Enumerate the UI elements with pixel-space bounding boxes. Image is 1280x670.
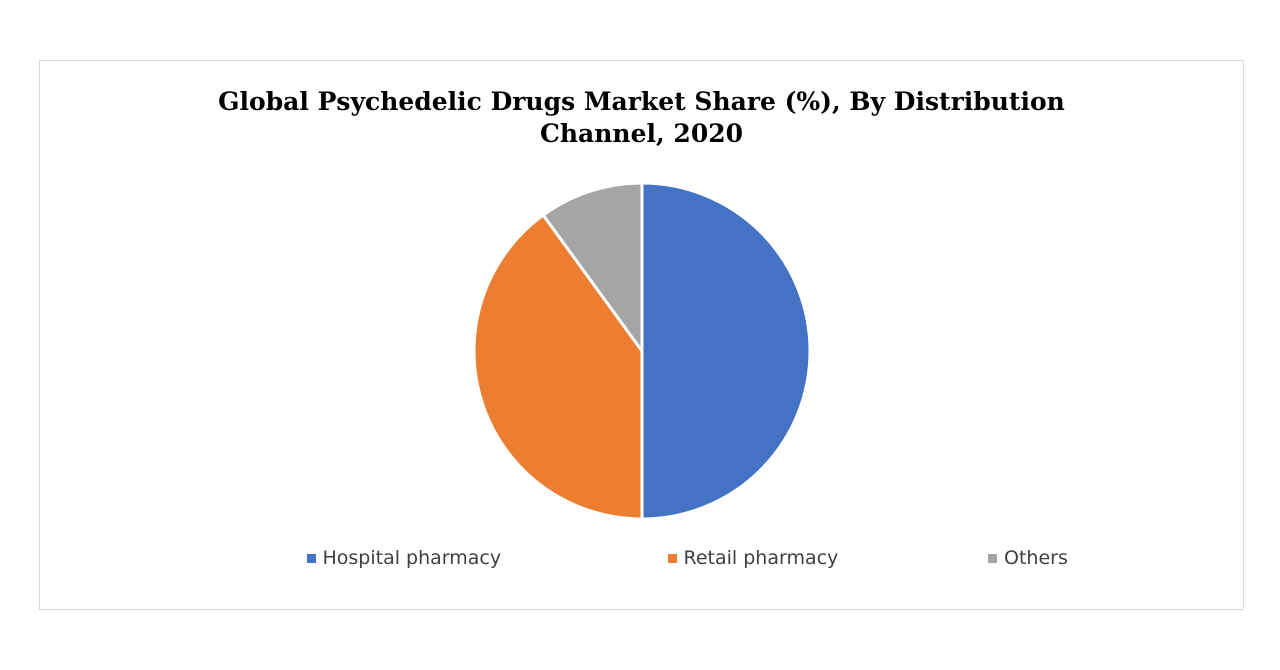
legend-item-retail-pharmacy: Retail pharmacy xyxy=(667,547,839,569)
chart-title-line-2: Channel, 2020 xyxy=(539,119,743,148)
pie-chart xyxy=(472,181,812,521)
legend-label: Others xyxy=(1004,547,1068,569)
chart-title: Global Psychedelic Drugs Market Share (%… xyxy=(40,86,1243,150)
legend-item-others: Others xyxy=(988,547,1068,569)
legend-swatch xyxy=(667,553,677,563)
legend-item-hospital-pharmacy: Hospital pharmacy xyxy=(306,547,502,569)
pie-slice-retail-pharmacy xyxy=(472,213,644,521)
chart-frame: Global Psychedelic Drugs Market Share (%… xyxy=(39,60,1244,610)
legend-label: Hospital pharmacy xyxy=(322,547,502,569)
legend-swatch xyxy=(306,553,316,563)
chart-title-line-1: Global Psychedelic Drugs Market Share (%… xyxy=(218,87,1065,116)
legend-swatch xyxy=(988,553,997,563)
legend-label: Retail pharmacy xyxy=(683,547,839,569)
pie-slice-hospital-pharmacy xyxy=(640,181,812,521)
pie-slice-others xyxy=(541,181,644,353)
legend: Hospital pharmacy Retail pharmacy Others xyxy=(40,547,1243,571)
